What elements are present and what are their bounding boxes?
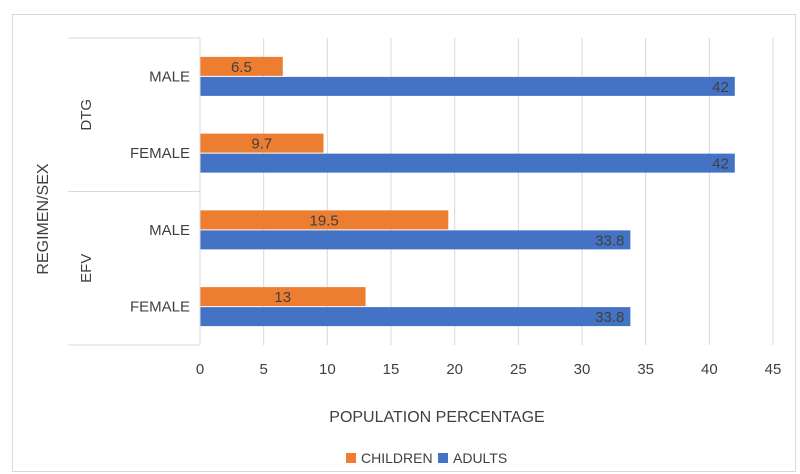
data-label-adults: 33.8	[595, 309, 624, 326]
data-label-children: 9.7	[251, 136, 272, 153]
x-tick-label: 25	[510, 361, 527, 378]
bar-children	[200, 56, 283, 76]
data-label-children: 13	[274, 289, 291, 306]
bar-adults	[200, 307, 631, 327]
data-label-adults: 42	[712, 79, 729, 96]
group-label: DTG	[78, 99, 95, 131]
y-axis-title: REGIMEN/SEX	[35, 163, 52, 274]
category-label: FEMALE	[130, 299, 190, 316]
x-tick-label: 10	[319, 361, 336, 378]
category-label: MALE	[149, 222, 190, 239]
axes: 0 5 10 15 20 25 30 35 40 45 MALE FEMALE MALE FEMALE DT…	[68, 37, 782, 378]
x-tick-label: 20	[446, 361, 463, 378]
data-label-children: 6.5	[231, 59, 252, 76]
legend: CHILDREN ADULTS	[346, 450, 507, 466]
legend-label-children: CHILDREN	[361, 450, 433, 466]
x-tick-label: 35	[637, 361, 654, 378]
category-label: FEMALE	[130, 145, 190, 162]
x-axis-title: POPULATION PERCENTAGE	[329, 409, 544, 426]
legend-label-adults: ADULTS	[453, 450, 507, 466]
legend-swatch-children	[346, 453, 356, 463]
bar-adults	[200, 153, 735, 173]
bars	[200, 56, 735, 327]
x-tick-label: 30	[574, 361, 591, 378]
category-label: MALE	[149, 68, 190, 85]
data-label-children: 19.5	[310, 212, 339, 229]
x-tick-label: 45	[765, 361, 782, 378]
x-tick-label: 15	[383, 361, 400, 378]
legend-swatch-adults	[438, 453, 448, 463]
data-label-adults: 42	[712, 156, 729, 173]
data-labels: 6.5 42 9.7 42 19.5 33.8 13 33.8	[231, 59, 729, 326]
bar-children	[200, 287, 366, 307]
x-tick-label: 0	[196, 361, 204, 378]
data-label-adults: 33.8	[595, 232, 624, 249]
bar-children	[200, 133, 324, 153]
bar-children	[200, 210, 449, 230]
bar-adults	[200, 76, 735, 96]
x-tick-label: 40	[701, 361, 718, 378]
bar-adults	[200, 230, 631, 250]
x-tick-label: 5	[259, 361, 267, 378]
group-label: EFV	[78, 254, 95, 283]
